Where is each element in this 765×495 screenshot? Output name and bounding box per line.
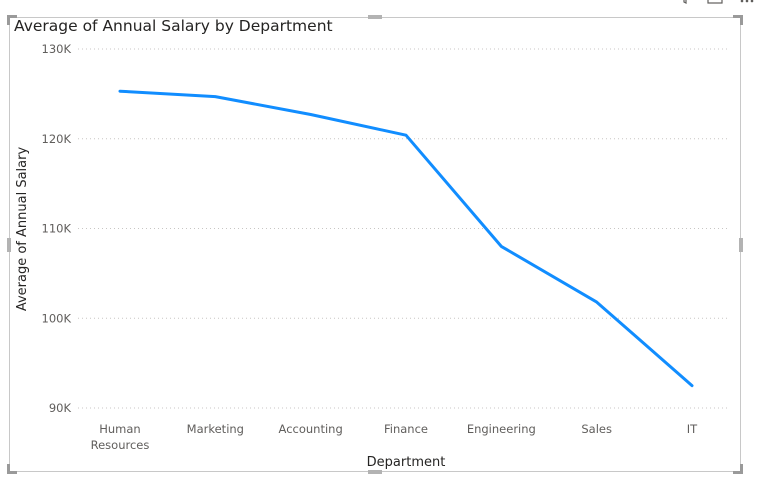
data-point[interactable]: [213, 95, 217, 99]
y-tick-label: 100K: [42, 311, 72, 325]
x-tick-label: Sales: [581, 422, 612, 436]
resize-handle-right[interactable]: [739, 238, 743, 252]
data-point[interactable]: [595, 300, 599, 304]
x-axis-ticks: Human Resources Marketing Accounting Finance…: [91, 422, 699, 452]
x-tick-label: Engineering: [467, 422, 536, 436]
resize-handle-bottom-right[interactable]: [733, 464, 743, 474]
focus-mode-icon[interactable]: [707, 0, 723, 8]
data-point[interactable]: [404, 133, 408, 137]
x-tick-label: IT: [687, 422, 698, 436]
resize-handle-left[interactable]: [7, 238, 11, 252]
chart-title: Average of Annual Salary by Department: [14, 17, 333, 35]
x-tick-label: Finance: [384, 422, 428, 436]
filter-icon[interactable]: [679, 0, 691, 8]
series-lines: [118, 89, 694, 388]
x-tick-label: Marketing: [187, 422, 244, 436]
y-tick-label: 90K: [49, 401, 72, 415]
x-axis-title: Department: [367, 455, 446, 470]
resize-handle-top-left[interactable]: [7, 15, 17, 25]
resize-handle-bottom[interactable]: [368, 470, 382, 474]
gridlines: [78, 48, 728, 409]
resize-handle-top-right[interactable]: [733, 15, 743, 25]
data-point[interactable]: [690, 384, 694, 388]
data-point[interactable]: [118, 89, 122, 93]
more-options-icon[interactable]: [739, 0, 755, 8]
resize-handle-top[interactable]: [368, 15, 382, 19]
x-tick-label: Accounting: [279, 422, 343, 436]
visual-header-icons: [679, 0, 755, 8]
y-tick-label: 130K: [42, 42, 72, 56]
x-tick-label: Human Resources: [91, 422, 150, 452]
data-point[interactable]: [499, 244, 503, 248]
y-tick-label: 110K: [42, 222, 72, 236]
series-line[interactable]: [118, 89, 694, 388]
y-tick-label: 120K: [42, 132, 72, 146]
y-axis-ticks: 90K 100K 110K 120K 130K: [42, 42, 72, 415]
y-axis-title: Average of Annual Salary: [15, 147, 30, 312]
resize-handle-bottom-left[interactable]: [7, 464, 17, 474]
data-point[interactable]: [309, 113, 313, 117]
